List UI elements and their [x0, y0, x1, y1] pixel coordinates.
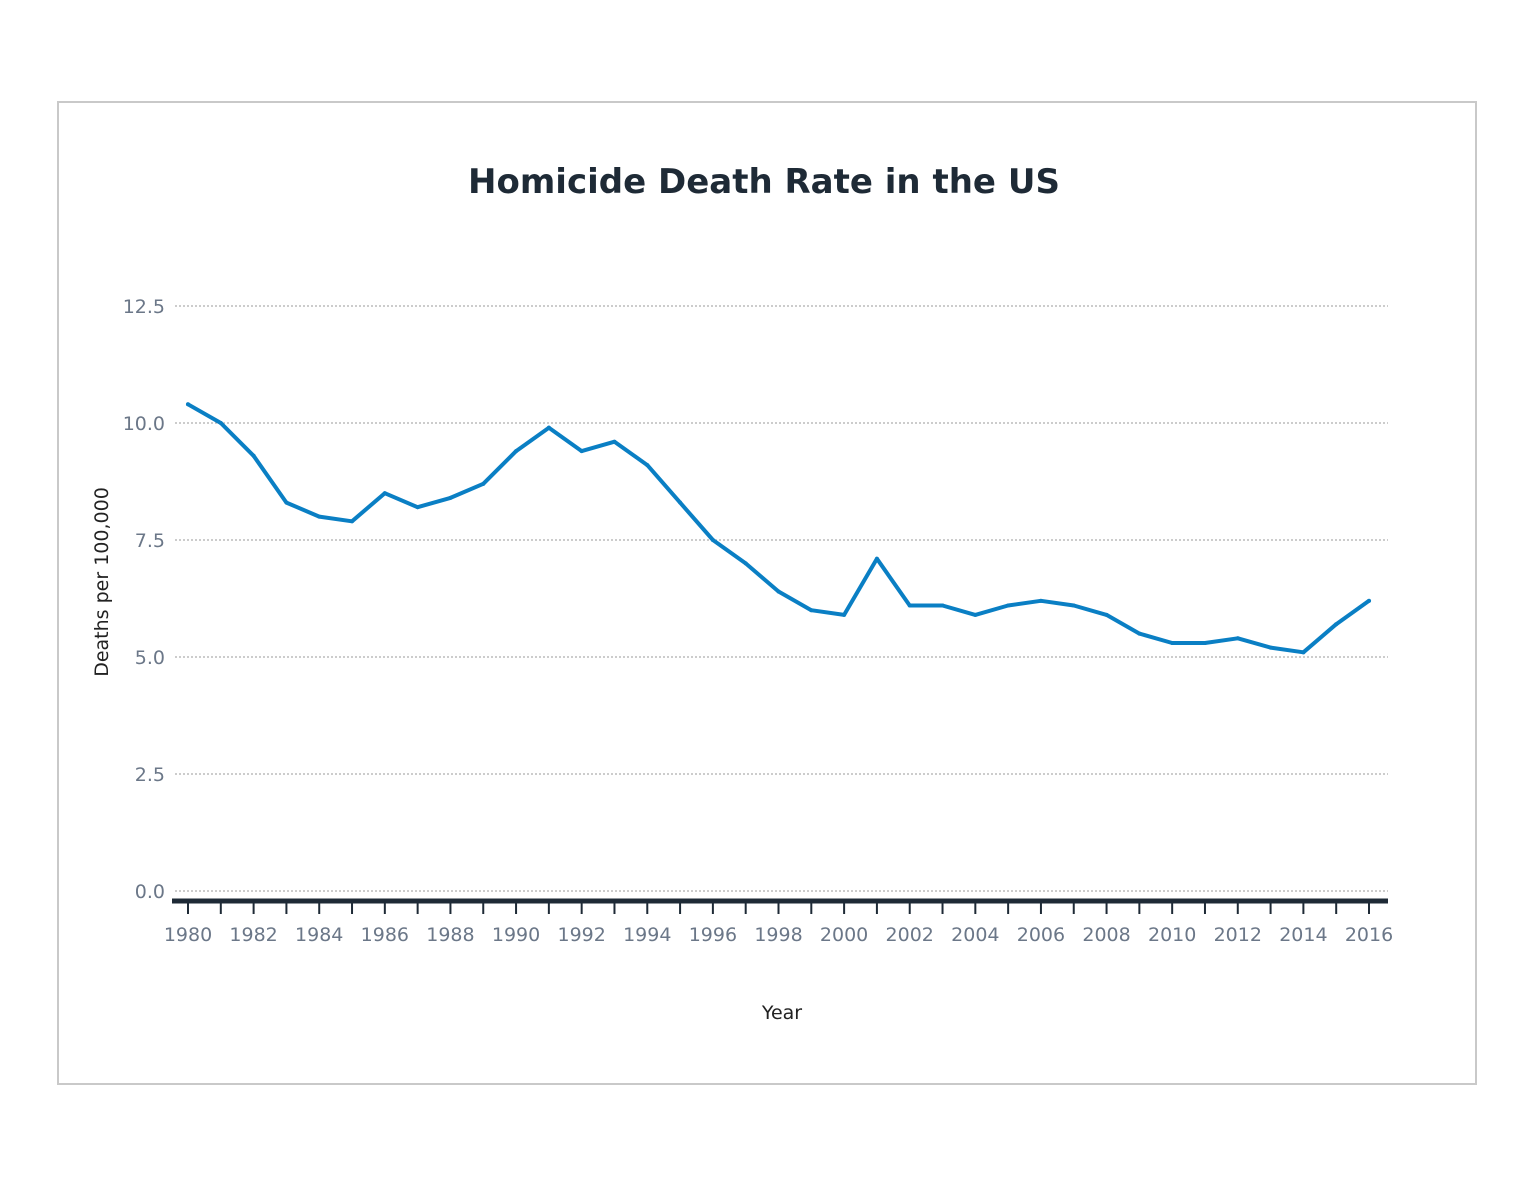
data-point	[186, 402, 190, 407]
y-tick-label: 5.0	[135, 647, 165, 669]
data-point	[1137, 631, 1142, 636]
x-tick-label: 2014	[1279, 924, 1327, 946]
data-point	[1071, 603, 1076, 608]
data-point	[514, 449, 519, 454]
y-tick-label: 2.5	[135, 764, 165, 786]
y-axis-label: Deaths per 100,000	[91, 487, 113, 677]
chart-title: Homicide Death Rate in the US	[468, 162, 1060, 202]
x-tick-label: 2004	[951, 924, 999, 946]
x-tick-label: 2010	[1148, 924, 1196, 946]
y-tick-label: 12.5	[123, 296, 165, 318]
data-point	[940, 603, 945, 608]
x-tick-label: 1988	[426, 924, 474, 946]
chart-frame	[57, 101, 1477, 1085]
data-point	[382, 491, 387, 496]
data-point	[809, 608, 814, 613]
x-tick-label: 1996	[689, 924, 737, 946]
data-point	[350, 519, 355, 524]
x-tick-label: 1994	[623, 924, 671, 946]
data-point	[1006, 603, 1011, 608]
series-group	[186, 402, 1371, 655]
data-point	[776, 589, 781, 594]
x-tick-label: 1986	[361, 924, 409, 946]
x-tick-label: 1980	[164, 924, 212, 946]
gridlines	[175, 305, 1388, 892]
data-point	[579, 449, 584, 454]
x-axis-label: Year	[761, 1002, 802, 1024]
data-point	[251, 453, 256, 458]
data-point	[1104, 612, 1109, 617]
x-tick-label: 1998	[754, 924, 802, 946]
data-point	[678, 500, 683, 505]
data-point	[317, 514, 322, 519]
x-tick-label: 2002	[886, 924, 934, 946]
data-point	[1202, 640, 1207, 645]
data-point	[1038, 598, 1043, 603]
data-point	[874, 556, 879, 561]
data-point	[284, 500, 289, 505]
data-point	[481, 481, 486, 486]
data-point	[1367, 598, 1371, 603]
x-tick-label: 2000	[820, 924, 868, 946]
data-point	[710, 538, 715, 542]
data-point	[973, 612, 978, 617]
x-tick-label: 2006	[1017, 924, 1065, 946]
x-tick-label: 2008	[1082, 924, 1130, 946]
data-point	[842, 612, 847, 617]
y-tick-label: 10.0	[123, 413, 165, 435]
data-point	[1170, 640, 1175, 645]
y-tick-label: 7.5	[135, 530, 165, 552]
x-tick-label: 2016	[1345, 924, 1393, 946]
data-point	[645, 463, 650, 468]
x-tick-label: 1992	[557, 924, 605, 946]
data-point	[907, 603, 912, 608]
x-tick-label: 1984	[295, 924, 343, 946]
x-tick-label: 2012	[1214, 924, 1262, 946]
x-tick-label: 1990	[492, 924, 540, 946]
data-point	[612, 439, 617, 444]
data-point	[1268, 645, 1273, 650]
x-tick-label: 1982	[229, 924, 277, 946]
data-point	[448, 495, 453, 500]
data-point	[1334, 622, 1339, 627]
data-point	[1301, 650, 1306, 655]
data-point	[1235, 636, 1240, 641]
y-tick-label: 0.0	[135, 881, 165, 903]
data-point	[743, 561, 748, 566]
y-axis-ticks: 0.0 2.5 5.0 7.5 10.0 12.5	[123, 296, 165, 903]
data-point	[218, 421, 223, 425]
series-line	[186, 402, 1371, 655]
x-axis: 1980 1982 1984 1986 1988 1990 1992 1994 1996 1998…	[164, 898, 1393, 946]
data-point	[546, 425, 551, 430]
data-point	[415, 505, 420, 510]
